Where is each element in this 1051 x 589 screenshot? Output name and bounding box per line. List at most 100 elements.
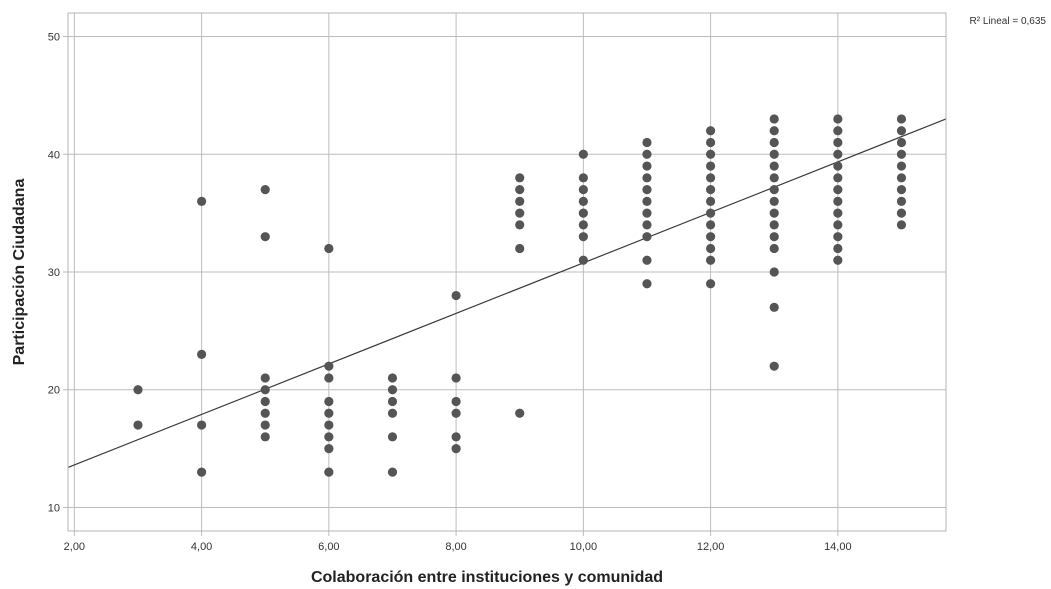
y-tick-label: 50 — [48, 32, 60, 44]
y-tick-label: 30 — [48, 267, 60, 279]
data-point — [833, 173, 843, 183]
data-point — [705, 243, 716, 254]
data-point — [769, 149, 779, 159]
data-point — [769, 184, 779, 195]
data-point — [705, 208, 716, 218]
data-point — [260, 408, 270, 418]
data-point — [133, 385, 143, 395]
data-point — [705, 184, 716, 195]
data-point — [578, 232, 588, 242]
data-point — [578, 255, 588, 265]
data-point — [705, 196, 716, 206]
data-point — [260, 184, 270, 195]
data-point — [260, 385, 270, 395]
data-point — [324, 467, 334, 477]
x-tick-label: 4,00 — [191, 541, 212, 553]
data-point — [833, 208, 843, 218]
data-point — [197, 196, 207, 206]
data-point — [833, 126, 843, 136]
data-point — [324, 243, 334, 254]
data-point — [705, 173, 716, 183]
data-point — [642, 184, 652, 195]
x-tick-label: 10,00 — [570, 541, 598, 553]
data-points — [133, 114, 907, 477]
x-tick-label: 8,00 — [445, 541, 466, 553]
data-point — [515, 408, 525, 418]
data-point — [578, 208, 588, 218]
data-point — [197, 420, 207, 430]
data-point — [260, 396, 270, 407]
y-tick-label: 20 — [48, 385, 60, 397]
data-point — [705, 161, 716, 171]
plot-frame — [67, 12, 947, 532]
data-point — [896, 149, 907, 159]
y-tick-label: 10 — [48, 502, 60, 514]
data-point — [324, 373, 334, 383]
data-point — [896, 196, 907, 206]
data-point — [769, 243, 779, 254]
x-axis-title: Colaboración entre instituciones y comun… — [311, 569, 663, 586]
r2-annotation: R² Lineal = 0,635 — [970, 16, 1047, 27]
data-point — [515, 220, 525, 230]
data-point — [515, 196, 525, 206]
data-point — [197, 467, 207, 477]
data-point — [769, 302, 779, 312]
x-tick-label: 14,00 — [824, 541, 852, 553]
data-point — [833, 161, 843, 171]
data-point — [197, 349, 207, 360]
data-point — [896, 161, 907, 171]
data-point — [642, 161, 652, 171]
data-point — [833, 137, 843, 148]
data-point — [387, 396, 398, 407]
data-point — [387, 467, 398, 477]
data-point — [515, 184, 525, 195]
data-point — [578, 184, 588, 195]
data-point — [896, 220, 907, 230]
data-point — [769, 196, 779, 206]
data-point — [642, 196, 652, 206]
data-point — [896, 114, 907, 124]
data-point — [515, 208, 525, 218]
x-tick-label: 6,00 — [318, 541, 339, 553]
data-point — [642, 279, 652, 289]
data-point — [451, 443, 461, 454]
data-point — [705, 255, 716, 265]
data-point — [769, 173, 779, 183]
x-tick-label: 12,00 — [697, 541, 725, 553]
data-point — [578, 173, 588, 183]
data-point — [260, 432, 270, 442]
data-point — [387, 432, 398, 442]
data-point — [833, 184, 843, 195]
data-point — [260, 373, 270, 383]
data-point — [578, 220, 588, 230]
data-point — [642, 137, 652, 148]
data-point — [833, 220, 843, 230]
data-point — [387, 408, 398, 418]
data-point — [324, 432, 334, 442]
data-point — [705, 137, 716, 148]
data-point — [705, 232, 716, 242]
fit-line-group — [67, 118, 947, 468]
data-point — [324, 420, 334, 430]
data-point — [896, 137, 907, 148]
data-point — [833, 149, 843, 159]
data-point — [833, 243, 843, 254]
data-point — [769, 267, 779, 277]
y-axis-title: Participación Ciudadana — [11, 179, 28, 366]
data-point — [705, 126, 716, 136]
data-point — [769, 114, 779, 124]
data-point — [833, 255, 843, 265]
data-point — [896, 208, 907, 218]
data-point — [260, 420, 270, 430]
data-point — [769, 126, 779, 136]
data-point — [451, 373, 461, 383]
data-point — [705, 149, 716, 159]
data-point — [387, 373, 398, 383]
data-point — [578, 196, 588, 206]
data-point — [705, 279, 716, 289]
data-point — [451, 290, 461, 301]
y-tick-label: 40 — [48, 149, 60, 161]
data-point — [642, 173, 652, 183]
data-point — [833, 196, 843, 206]
